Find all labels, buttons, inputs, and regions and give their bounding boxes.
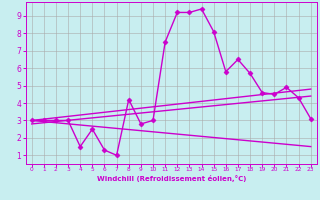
X-axis label: Windchill (Refroidissement éolien,°C): Windchill (Refroidissement éolien,°C) <box>97 175 246 182</box>
